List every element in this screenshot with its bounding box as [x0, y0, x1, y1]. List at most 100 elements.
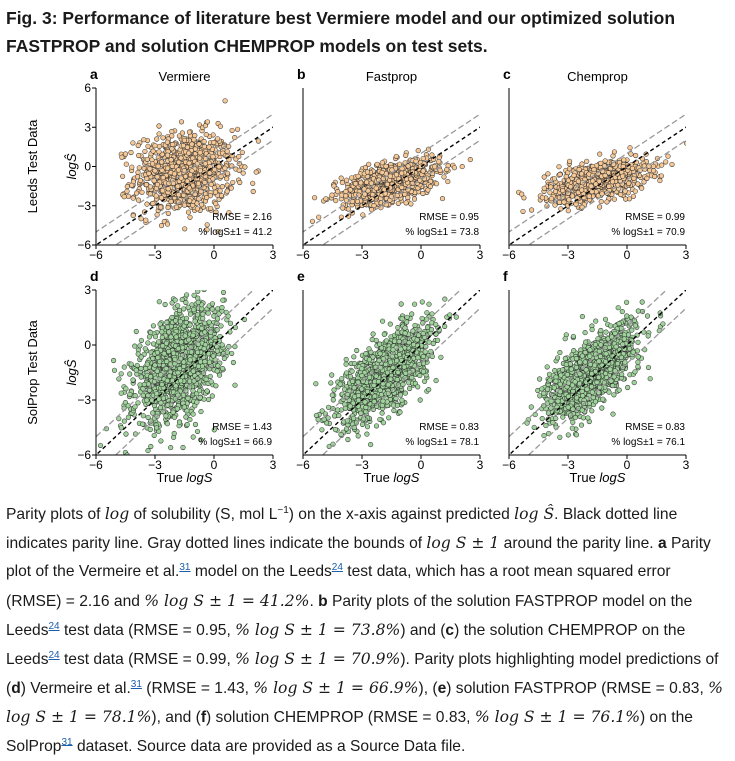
scatter-point — [587, 194, 592, 199]
scatter-point — [406, 195, 411, 200]
scatter-point — [188, 323, 193, 328]
scatter-point — [147, 388, 152, 393]
scatter-point — [221, 290, 226, 295]
scatter-point — [157, 132, 162, 137]
scatter-point — [170, 378, 175, 383]
scatter-point — [119, 391, 124, 396]
scatter-point — [131, 196, 136, 201]
scatter-point — [165, 222, 170, 227]
scatter-point — [159, 223, 164, 228]
scatter-point — [186, 305, 191, 310]
scatter-point — [406, 164, 411, 169]
scatter-point — [210, 307, 215, 312]
scatter-point — [663, 160, 668, 165]
scatter-point — [549, 196, 554, 201]
scatter-point — [552, 176, 557, 181]
scatter-point — [170, 147, 175, 152]
scatter-point — [139, 216, 144, 221]
scatter-point — [405, 315, 410, 320]
scatter-point — [161, 136, 166, 141]
scatter-point — [364, 180, 369, 185]
scatter-point — [122, 419, 127, 424]
scatter-point — [329, 381, 334, 386]
scatter-point — [196, 289, 201, 294]
scatter-point — [409, 202, 414, 207]
x-tick-label: 0 — [211, 248, 218, 262]
scatter-point — [215, 344, 220, 349]
scatter-point — [519, 192, 524, 197]
scatter-point — [145, 398, 150, 403]
scatter-point — [203, 359, 208, 364]
scatter-point — [170, 142, 175, 147]
scatter-point — [388, 322, 393, 327]
scatter-point — [218, 124, 223, 129]
scatter-point — [359, 181, 364, 186]
scatter-point — [339, 176, 344, 181]
scatter-point — [356, 434, 361, 439]
scatter-point — [238, 180, 243, 185]
scatter-point — [413, 323, 418, 328]
scatter-point — [558, 172, 563, 177]
scatter-point — [375, 162, 380, 167]
scatter-point — [434, 181, 439, 186]
scatter-point — [136, 170, 141, 175]
scatter-point — [164, 366, 169, 371]
scatter-point — [206, 311, 211, 316]
scatter-point — [173, 319, 178, 324]
scatter-point — [612, 150, 617, 155]
scatter-point — [168, 445, 173, 450]
scatter-point — [374, 186, 379, 191]
scatter-point — [460, 164, 465, 169]
scatter-point — [209, 379, 214, 384]
scatter-point — [636, 182, 641, 187]
scatter-point — [162, 351, 167, 356]
scatter-point — [186, 151, 191, 156]
scatter-point — [215, 349, 220, 354]
scatter-point — [174, 205, 179, 210]
x-tick-label: 3 — [270, 248, 277, 262]
panel-letter: a — [90, 66, 98, 82]
scatter-point — [160, 168, 165, 173]
scatter-point — [412, 197, 417, 202]
scatter-point — [126, 194, 131, 199]
y-tick-label: 3 — [84, 120, 91, 134]
scatter-point — [165, 325, 170, 330]
scatter-point — [421, 191, 426, 196]
y-tick-label: 6 — [84, 81, 91, 95]
y-tick-label: 0 — [84, 338, 91, 352]
scatter-point — [125, 189, 130, 194]
scatter-point — [203, 330, 208, 335]
scatter-point — [165, 153, 170, 158]
scatter-point — [374, 338, 379, 343]
scatter-point — [148, 427, 153, 432]
scatter-point — [184, 415, 189, 420]
scatter-point — [214, 384, 219, 389]
scatter-point — [420, 300, 425, 305]
scatter-point — [230, 128, 235, 133]
scatter-point — [352, 355, 357, 360]
scatter-points — [83, 99, 261, 263]
scatter-point — [188, 358, 193, 363]
scatter-point — [131, 378, 136, 383]
scatter-point — [442, 175, 447, 180]
scatter-point — [197, 156, 202, 161]
scatter-point — [403, 153, 408, 158]
scatter-point — [607, 184, 612, 189]
scatter-point — [133, 393, 138, 398]
scatter-point — [151, 342, 156, 347]
scatter-point — [320, 428, 325, 433]
scatter-point — [684, 141, 689, 146]
scatter-point — [440, 196, 445, 201]
scatter-point — [172, 431, 177, 436]
scatter-point — [170, 129, 175, 134]
scatter-point — [176, 346, 181, 351]
scatter-point — [181, 307, 186, 312]
scatter-point — [570, 194, 575, 199]
scatter-point — [203, 162, 208, 167]
scatter-point — [610, 180, 615, 185]
scatter-point — [141, 413, 146, 418]
scatter-point — [220, 343, 225, 348]
scatter-point — [553, 189, 558, 194]
scatter-point — [169, 335, 174, 340]
